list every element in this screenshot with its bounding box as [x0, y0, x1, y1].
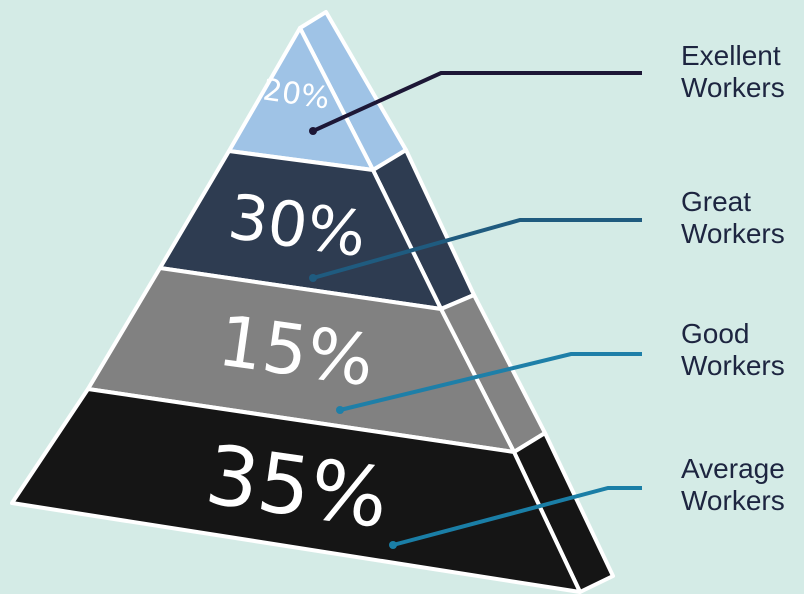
tier-front-average: [10, 387, 582, 594]
legend-label-excellent-line1: Exellent: [681, 40, 781, 71]
leader-line-great: [309, 218, 642, 282]
legend-label-excellent: Exellent Workers: [681, 40, 785, 104]
leader-line-excellent: [309, 71, 642, 135]
legend-label-great: Great Workers: [681, 186, 785, 250]
legend-label-great-line1: Great: [681, 186, 752, 217]
legend-label-excellent-line2: Workers: [681, 72, 785, 103]
legend-label-average-line2: Workers: [681, 485, 785, 516]
legend-label-average-line1: Average: [681, 453, 785, 484]
leader-line-good: [336, 352, 642, 414]
legend-label-great-line2: Workers: [681, 218, 785, 249]
legend-label-average: Average Workers: [681, 453, 785, 517]
legend-label-good-line1: Good: [681, 318, 750, 349]
legend-label-good-line2: Workers: [681, 350, 785, 381]
legend-label-good: Good Workers: [681, 318, 785, 382]
leader-line-average: [389, 486, 642, 549]
